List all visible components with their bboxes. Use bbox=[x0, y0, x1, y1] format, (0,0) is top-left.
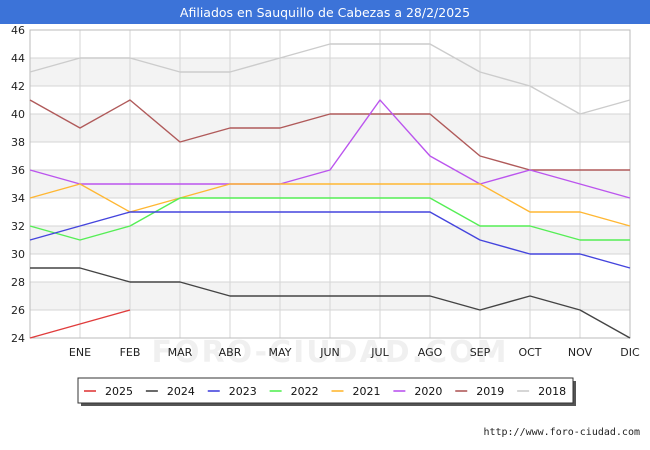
y-tick-label: 42 bbox=[11, 80, 25, 93]
x-tick-label: ENE bbox=[69, 346, 91, 359]
y-tick-label: 34 bbox=[11, 192, 25, 205]
legend-label-2020: 2020 bbox=[414, 385, 442, 398]
x-tick-label: AGO bbox=[418, 346, 443, 359]
y-axis-ticks: 24 26 28 30 32 34 36 38 40 42 44 46 bbox=[11, 24, 25, 345]
series-line-2020 bbox=[29, 99, 631, 199]
y-tick-label: 28 bbox=[11, 276, 25, 289]
chart-title: Afiliados en Sauquillo de Cabezas a 28/2… bbox=[0, 0, 650, 24]
x-tick-label: FEB bbox=[120, 346, 141, 359]
plot-frame bbox=[29, 29, 631, 339]
x-axis-ticks: ENE FEB MAR ABR MAY JUN JUL AGO SEP OCT NOV DIC bbox=[69, 346, 640, 359]
x-tick-label: JUL bbox=[370, 346, 389, 359]
watermark: FORO-CIUDAD.COM bbox=[152, 335, 509, 370]
legend-label-2025: 2025 bbox=[105, 385, 133, 398]
series-line-2025 bbox=[29, 309, 131, 339]
legend-label-2019: 2019 bbox=[476, 385, 504, 398]
x-tick-label: MAY bbox=[269, 346, 292, 359]
legend: 2025 2024 2023 2022 2021 2020 2019 2018 bbox=[77, 377, 576, 406]
legend-label-2024: 2024 bbox=[167, 385, 195, 398]
y-tick-label: 38 bbox=[11, 136, 25, 149]
legend-label-2021: 2021 bbox=[353, 385, 381, 398]
x-tick-label: JUN bbox=[319, 346, 340, 359]
x-tick-label: DIC bbox=[620, 346, 640, 359]
series-line-2022 bbox=[29, 197, 630, 241]
y-tick-label: 40 bbox=[11, 108, 25, 121]
legend-box bbox=[77, 377, 574, 404]
series-line-2024 bbox=[30, 267, 631, 339]
x-tick-label: ABR bbox=[219, 346, 242, 359]
x-tick-label: MAR bbox=[168, 346, 193, 359]
y-tick-label: 46 bbox=[11, 24, 25, 37]
legend-label-2018: 2018 bbox=[538, 385, 566, 398]
series-line-2018 bbox=[29, 43, 631, 115]
legend-label-2023: 2023 bbox=[229, 385, 257, 398]
x-tick-label: SEP bbox=[470, 346, 491, 359]
legend-label-2022: 2022 bbox=[291, 385, 319, 398]
series-line-2023 bbox=[29, 211, 631, 269]
y-tick-label: 32 bbox=[11, 220, 25, 233]
y-tick-label: 44 bbox=[11, 52, 25, 65]
source-url[interactable]: http://www.foro-ciudad.com bbox=[483, 427, 640, 438]
x-tick-label: OCT bbox=[518, 346, 541, 359]
y-tick-label: 30 bbox=[11, 248, 25, 261]
y-tick-label: 36 bbox=[11, 164, 25, 177]
series-lines bbox=[29, 43, 631, 339]
x-tick-label: NOV bbox=[568, 346, 593, 359]
y-tick-label: 24 bbox=[11, 332, 25, 345]
y-tick-label: 26 bbox=[11, 304, 25, 317]
